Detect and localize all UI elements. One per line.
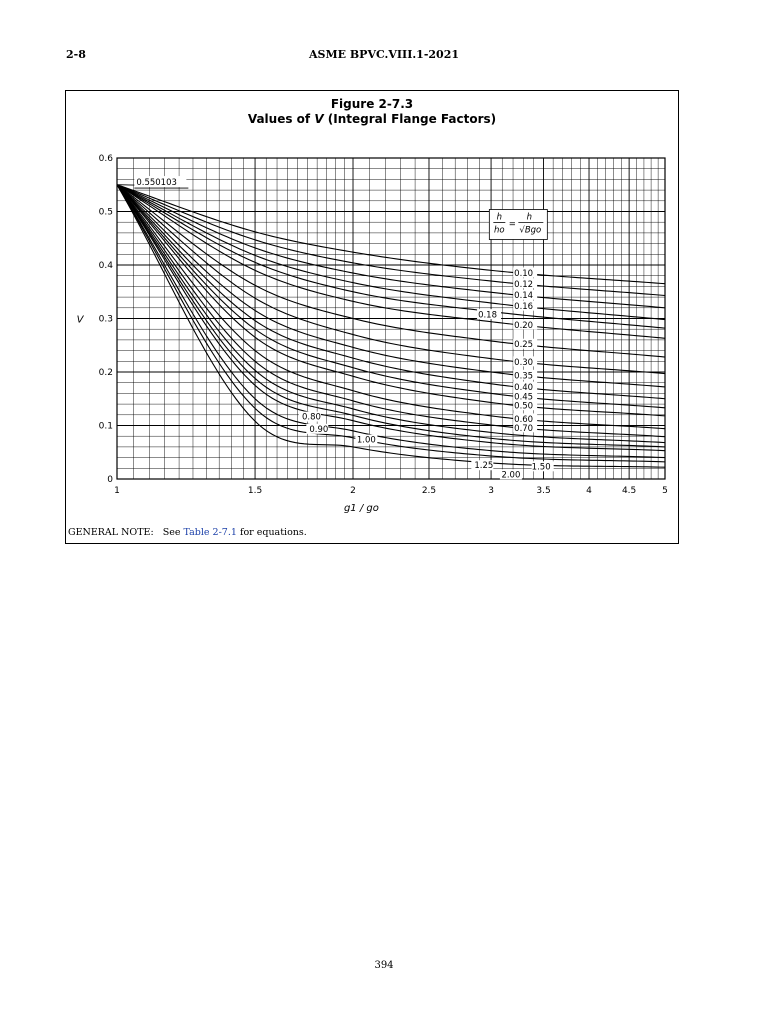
curve-callout: 0.80 xyxy=(302,413,321,423)
x-tick-label: 5 xyxy=(662,486,668,496)
v-chart: 0.100.120.140.160.180.200.250.300.350.40… xyxy=(77,154,668,514)
curve-label: 0.45 xyxy=(514,393,533,403)
x-tick-label: 3.5 xyxy=(536,486,550,496)
curve-1-25 xyxy=(116,184,666,459)
x-tick-label: 1 xyxy=(114,486,120,496)
general-note-label: GENERAL NOTE: xyxy=(68,527,154,538)
x-tick-label: 2 xyxy=(350,486,356,496)
curve-0-90 xyxy=(116,184,666,448)
x-tick-label: 1.5 xyxy=(248,486,262,496)
formula-lhs-den: ho xyxy=(494,226,505,236)
curve-0-20 xyxy=(116,184,666,339)
y-tick-label: 0.3 xyxy=(99,315,113,325)
formula-rhs-num: h xyxy=(527,213,532,223)
page-number: 394 xyxy=(374,960,394,971)
curve-callout: 1.00 xyxy=(357,436,376,446)
curve-0-40 xyxy=(116,184,666,400)
curve-1-50 xyxy=(116,184,666,463)
curve-label: 0.10 xyxy=(514,269,533,279)
curve-label: 0.50 xyxy=(514,402,533,412)
curve-label: 0.35 xyxy=(514,371,533,381)
curve-callout: 1.25 xyxy=(474,461,493,471)
curve-label: 0.30 xyxy=(514,358,533,368)
y-tick-label: 0.4 xyxy=(99,261,114,271)
x-tick-labels: 1 1.5 2 2.5 3 3.5 4 4.5 5 xyxy=(114,486,668,496)
y-tick-label: 0 xyxy=(107,475,113,485)
standard-title: ASME BPVC.VIII.1-2021 xyxy=(309,48,459,61)
grid-major xyxy=(116,157,666,480)
formula-lhs-num: h xyxy=(497,213,502,223)
curve-label: 0.12 xyxy=(514,280,533,290)
formula-eq: = xyxy=(509,220,516,230)
curve-0-80 xyxy=(116,184,666,444)
curve-label: 0.25 xyxy=(514,340,533,350)
curve-0-30 xyxy=(116,184,666,375)
page-ref: 2-8 xyxy=(66,48,86,61)
general-note: GENERAL NOTE: See Table 2-7.1 for equati… xyxy=(68,527,307,538)
curve-0-10 xyxy=(116,184,666,285)
curve-label: 0.18 xyxy=(478,311,497,321)
curve-0-60 xyxy=(116,184,666,430)
curve-0-45 xyxy=(116,184,666,409)
x-tick-label: 4.5 xyxy=(622,486,636,496)
formula-rhs-den: √Bgo xyxy=(519,226,541,236)
figure-number: Figure 2-7.3 xyxy=(330,97,414,111)
figure-title: Figure 2-7.3 Values of V (Integral Flang… xyxy=(66,97,678,127)
x-tick-label: 3 xyxy=(488,486,494,496)
curve-label: 0.70 xyxy=(514,424,533,434)
x-tick-label: 2.5 xyxy=(422,486,436,496)
plot-frame xyxy=(116,157,666,480)
figure-box: Figure 2-7.3 Values of V (Integral Flang… xyxy=(65,90,679,544)
curve-0-25 xyxy=(116,184,666,358)
curve-0-70 xyxy=(116,184,666,438)
curve-0-50 xyxy=(116,184,666,417)
y-axis-label: V xyxy=(77,315,85,326)
y-tick-labels: 0 0.1 0.2 0.3 0.4 0.5 0.6 xyxy=(99,154,114,485)
y-tick-label: 0.1 xyxy=(99,422,113,432)
curve-0-14 xyxy=(116,184,666,309)
curve-label: 0.20 xyxy=(514,321,533,331)
curves xyxy=(116,184,666,468)
curve-callout: 1.50 xyxy=(532,462,551,472)
x-axis-label: g1 / go xyxy=(344,503,379,514)
y-tick-label: 0.2 xyxy=(99,368,113,378)
curve-2-00 xyxy=(116,184,666,468)
curve-0-16 xyxy=(116,184,666,321)
curve-labels: 0.100.120.140.16 0.18 0.20 0.25 0.30 0.35 0.40… xyxy=(298,267,554,480)
curve-label: 0.14 xyxy=(514,291,533,301)
y-tick-label: 0.6 xyxy=(99,154,114,164)
start-value-text: 0.550103 xyxy=(136,178,177,188)
y-tick-label: 0.5 xyxy=(99,208,113,218)
curve-0-35 xyxy=(116,184,666,388)
start-value-label: 0.550103 xyxy=(116,176,189,189)
general-note-pre: See xyxy=(162,527,184,538)
figure-caption: Values of V (Integral Flange Factors) xyxy=(247,112,497,126)
table-link[interactable]: Table 2-7.1 xyxy=(183,527,237,538)
x-tick-label: 4 xyxy=(586,486,592,496)
curve-label: 0.40 xyxy=(514,383,533,393)
curve-label: 0.16 xyxy=(514,302,533,312)
curve-1-00 xyxy=(116,184,666,452)
general-note-post: for equations. xyxy=(236,527,307,538)
legend-formula: h ho = h √Bgo xyxy=(488,209,548,240)
curve-callout: 0.90 xyxy=(309,425,328,435)
curve-callout: 2.00 xyxy=(501,470,520,480)
curve-label: 0.60 xyxy=(514,415,533,425)
curve-0-18 xyxy=(116,184,666,329)
curve-0-12 xyxy=(116,184,666,297)
